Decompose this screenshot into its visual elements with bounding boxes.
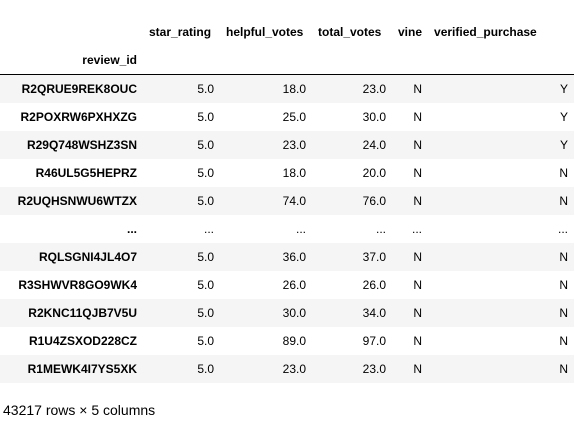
table-row: R1MEWK4I7YS5XK 5.0 23.0 23.0 N N	[0, 355, 575, 383]
table-cell: 23.0	[282, 138, 306, 152]
table-cell: 74.0	[282, 194, 306, 208]
dataframe-shape-text: 43217 rows × 5 columns	[3, 402, 156, 418]
table-cell: 24.0	[362, 138, 386, 152]
table-cell: 5.0	[197, 110, 214, 124]
row-index-label: R2QRUE9REK8OUC	[21, 82, 137, 96]
table-cell: 5.0	[197, 306, 214, 320]
table-cell: 20.0	[362, 166, 386, 180]
table-row: R29Q748WSHZ3SN 5.0 23.0 24.0 N Y	[0, 131, 575, 159]
table-cell: 5.0	[197, 194, 214, 208]
index-header-row: review_id	[0, 46, 575, 75]
table-cell: Y	[560, 110, 569, 124]
column-header-total-votes: total_votes	[318, 25, 382, 39]
table-cell: N	[559, 166, 569, 180]
table-row: R2UQHSNWU6WTZX 5.0 74.0 76.0 N N	[0, 187, 575, 215]
table-cell: 5.0	[197, 138, 214, 152]
table-cell: ...	[375, 222, 386, 236]
table-cell: 26.0	[362, 278, 386, 292]
table-cell: N	[413, 306, 423, 320]
table-cell: ...	[203, 222, 214, 236]
header-blank-cell	[428, 46, 574, 75]
row-index-label: R2UQHSNWU6WTZX	[17, 194, 137, 208]
table-cell: N	[559, 278, 569, 292]
table-cell: 18.0	[282, 82, 306, 96]
row-index-label: RQLSGNI4JL4O7	[38, 250, 137, 264]
table-cell: ...	[558, 222, 569, 236]
table-cell: N	[413, 138, 423, 152]
table-cell: ...	[295, 222, 306, 236]
table-cell: 37.0	[362, 250, 386, 264]
table-body: R2QRUE9REK8OUC 5.0 18.0 23.0 N Y R2POXRW6PXHXZ…	[0, 74, 575, 383]
table-cell: 5.0	[197, 278, 214, 292]
row-index-label: R46UL5G5HEPRZ	[35, 166, 137, 180]
header-blank-cell	[312, 46, 392, 75]
table-cell: 76.0	[362, 194, 386, 208]
table-cell: N	[559, 306, 569, 320]
table-cell: 5.0	[197, 250, 214, 264]
table-row: R1U4ZSXOD228CZ 5.0 89.0 97.0 N N	[0, 327, 574, 355]
dataframe-table: star_rating helpful_votes total_votes vi…	[0, 18, 575, 383]
table-row: R2QRUE9REK8OUC 5.0 18.0 23.0 N Y	[0, 74, 575, 103]
table-row: R2POXRW6PXHXZG 5.0 25.0 30.0 N Y	[0, 103, 574, 131]
row-index-label: R1MEWK4I7YS5XK	[27, 362, 137, 376]
column-header-verified-purchase: verified_purchase	[434, 25, 537, 39]
table-cell: 30.0	[282, 306, 306, 320]
table-cell: 23.0	[362, 362, 386, 376]
column-header-row: star_rating helpful_votes total_votes vi…	[0, 18, 574, 46]
table-row: RQLSGNI4JL4O7 5.0 36.0 37.0 N N	[0, 243, 575, 271]
table-cell: N	[413, 82, 423, 96]
table-cell: N	[559, 250, 569, 264]
table-cell: N	[559, 334, 569, 348]
table-cell: N	[413, 110, 423, 124]
header-blank-cell	[392, 46, 428, 75]
row-index-label: R29Q748WSHZ3SN	[26, 138, 137, 152]
table-cell: N	[413, 250, 423, 264]
header-blank-cell	[143, 46, 220, 75]
table-cell: N	[413, 194, 423, 208]
table-cell: N	[413, 362, 423, 376]
table-cell: 97.0	[362, 334, 386, 348]
table-cell: N	[413, 278, 423, 292]
column-header-vine: vine	[398, 25, 423, 39]
table-cell: N	[413, 334, 423, 348]
index-name-header: review_id	[82, 53, 137, 67]
table-cell: 5.0	[197, 362, 214, 376]
table-cell: N	[413, 166, 423, 180]
dataframe-output: star_rating helpful_votes total_votes vi…	[0, 18, 575, 383]
column-header-star-rating: star_rating	[149, 25, 212, 39]
table-cell: 30.0	[362, 110, 386, 124]
row-index-label: R3SHWVR8GO9WK4	[18, 278, 137, 292]
row-index-label: R1U4ZSXOD228CZ	[28, 334, 137, 348]
table-cell: 25.0	[282, 110, 306, 124]
table-cell: 36.0	[282, 250, 306, 264]
column-header-helpful-votes: helpful_votes	[226, 25, 304, 39]
table-cell: 89.0	[282, 334, 306, 348]
table-row: R3SHWVR8GO9WK4 5.0 26.0 26.0 N N	[0, 271, 574, 299]
table-cell: N	[559, 362, 569, 376]
table-cell: N	[559, 194, 569, 208]
row-index-label: R2POXRW6PXHXZG	[20, 110, 137, 124]
table-cell: ...	[412, 222, 423, 236]
table-cell: 5.0	[197, 334, 214, 348]
table-row: R46UL5G5HEPRZ 5.0 18.0 20.0 N N	[0, 159, 574, 187]
table-cell: Y	[560, 138, 569, 152]
row-index-label: ...	[126, 222, 137, 236]
row-index-label: R2KNC11QJB7V5U	[28, 306, 137, 320]
table-cell: 34.0	[362, 306, 386, 320]
header-blank-cell	[0, 18, 143, 46]
table-cell: Y	[560, 82, 569, 96]
header-blank-cell	[220, 46, 312, 75]
table-cell: 5.0	[197, 166, 214, 180]
table-cell: 23.0	[282, 362, 306, 376]
table-row: R2KNC11QJB7V5U 5.0 30.0 34.0 N N	[0, 299, 575, 327]
table-cell: 5.0	[197, 82, 214, 96]
table-row-ellipsis: ..................	[0, 215, 574, 243]
table-cell: 26.0	[282, 278, 306, 292]
table-cell: 18.0	[282, 166, 306, 180]
table-cell: 23.0	[362, 82, 386, 96]
